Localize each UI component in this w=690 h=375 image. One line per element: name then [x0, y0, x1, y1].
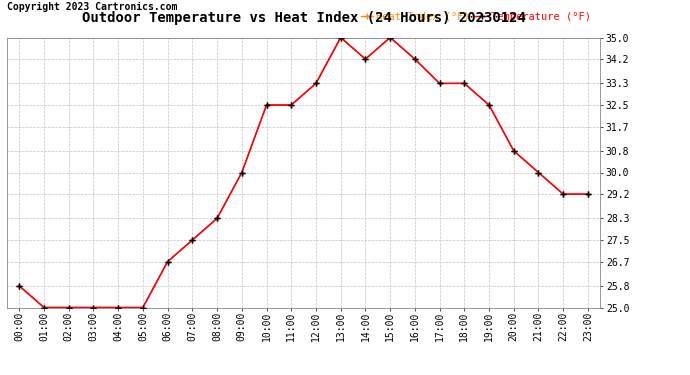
- Text: Outdoor Temperature vs Heat Index (24 Hours) 20230124: Outdoor Temperature vs Heat Index (24 Ho…: [81, 11, 526, 25]
- Legend: Heat Index (°F), Temperature (°F): Heat Index (°F), Temperature (°F): [357, 8, 595, 26]
- Text: Copyright 2023 Cartronics.com: Copyright 2023 Cartronics.com: [7, 2, 177, 12]
